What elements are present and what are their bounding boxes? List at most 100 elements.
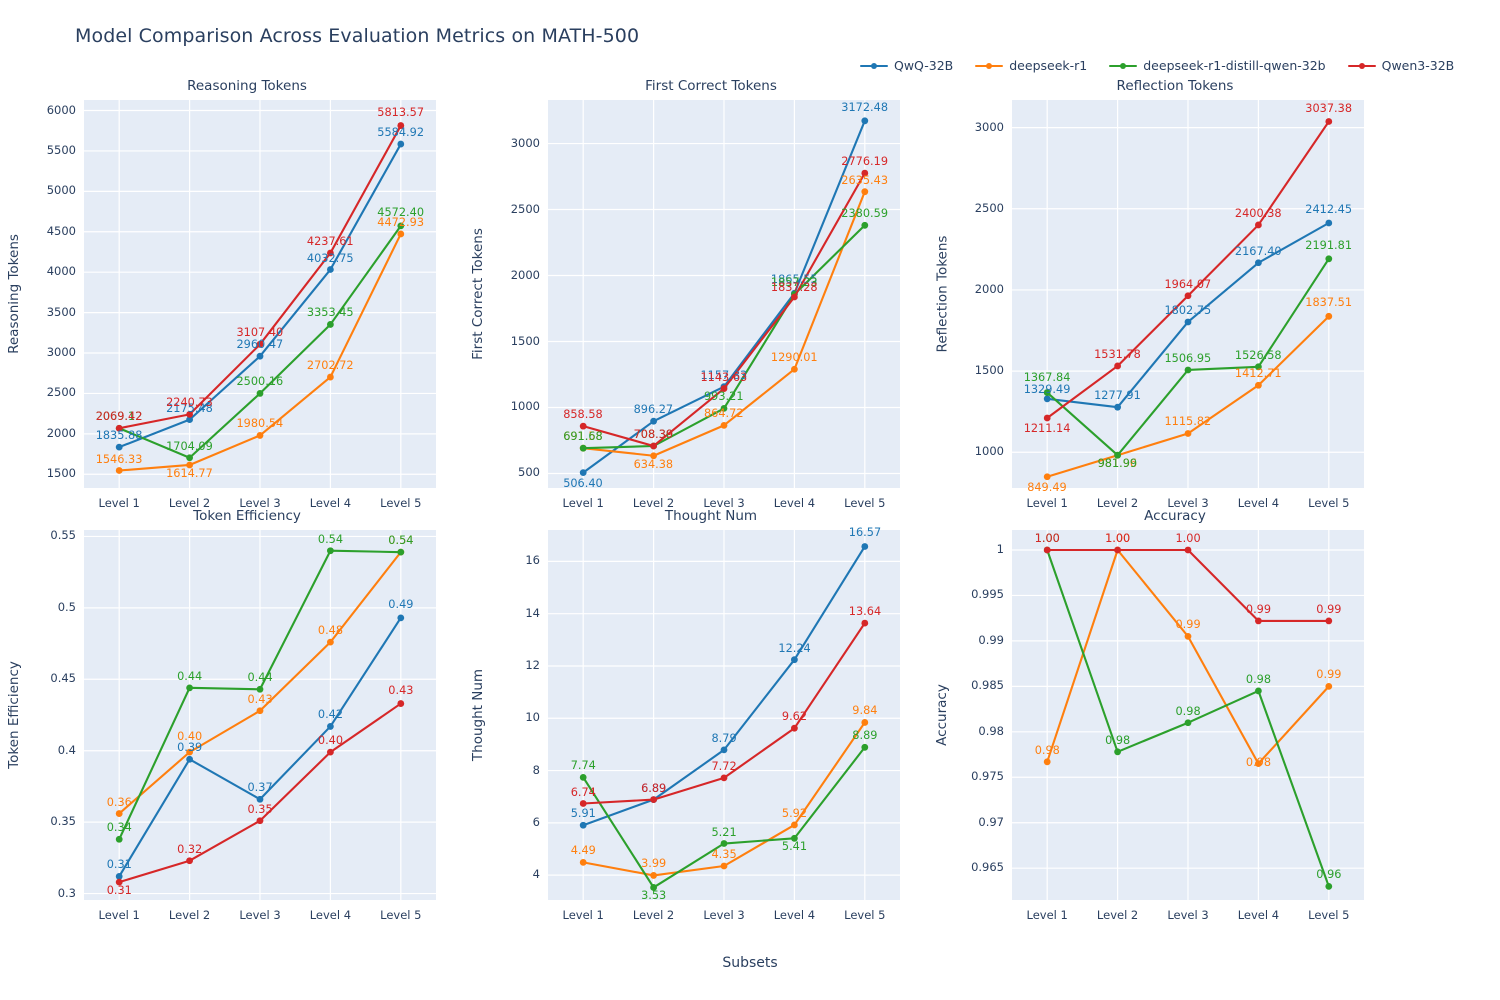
data-point[interactable] [579,800,587,807]
data-point[interactable] [256,352,264,360]
data-point[interactable] [115,467,123,474]
data-point[interactable] [1184,292,1192,300]
data-point[interactable] [327,266,334,273]
data-point[interactable] [579,773,587,781]
data-point[interactable] [1184,366,1192,374]
data-point[interactable] [579,858,587,866]
data-point[interactable] [861,619,869,627]
data-point[interactable] [1043,546,1051,554]
data-point[interactable] [1255,363,1262,371]
data-point[interactable] [1043,473,1051,481]
data-point[interactable] [720,840,728,847]
data-point[interactable] [186,416,194,424]
data-point[interactable] [115,873,123,880]
legend-item-deepseek-r1[interactable]: deepseek-r1 [975,58,1087,73]
data-point[interactable] [720,746,728,754]
data-point[interactable] [256,340,264,348]
data-point[interactable] [397,222,405,230]
data-point[interactable] [397,614,405,622]
data-point[interactable] [327,723,334,730]
data-point[interactable] [1043,389,1051,396]
legend-item-deepseek-r1-distill-qwen-32b[interactable]: deepseek-r1-distill-qwen-32b [1109,58,1326,73]
data-point[interactable] [186,755,194,763]
data-point[interactable] [1255,259,1262,267]
data-point[interactable] [579,422,587,430]
data-point[interactable] [1114,362,1121,370]
data-point[interactable] [397,700,405,707]
data-point[interactable] [861,743,869,751]
data-point[interactable] [256,390,264,397]
data-point[interactable] [791,656,798,664]
data-point[interactable] [327,638,334,646]
legend-item-qwq-32b[interactable]: QwQ-32B [860,58,953,73]
data-point[interactable] [579,444,587,452]
data-point[interactable] [186,410,194,418]
legend-item-qwen3-32b[interactable]: Qwen3-32B [1347,58,1454,73]
data-point[interactable] [327,321,334,328]
data-point[interactable] [115,835,123,843]
data-point[interactable] [256,795,264,803]
data-point[interactable] [256,685,264,693]
data-point[interactable] [720,862,728,870]
data-point[interactable] [327,373,334,381]
data-point[interactable] [327,547,334,555]
data-point[interactable] [650,442,657,450]
data-point[interactable] [397,122,405,129]
data-point[interactable] [791,724,798,732]
data-point[interactable] [186,748,194,756]
data-point[interactable] [579,821,587,829]
data-point[interactable] [1255,381,1262,389]
data-point[interactable] [1184,719,1192,727]
data-point[interactable] [256,707,264,715]
data-point[interactable] [327,249,334,257]
data-point[interactable] [861,221,869,229]
data-point[interactable] [791,821,798,829]
data-point[interactable] [861,117,869,125]
data-point[interactable] [650,417,657,425]
data-point[interactable] [186,461,194,469]
data-point[interactable] [791,293,798,301]
data-point[interactable] [1325,255,1333,263]
data-point[interactable] [861,169,869,177]
data-point[interactable] [397,230,405,238]
data-point[interactable] [791,834,798,842]
data-point[interactable] [1184,632,1192,640]
data-point[interactable] [861,543,869,550]
data-point[interactable] [115,878,123,886]
data-point[interactable] [791,365,798,373]
data-point[interactable] [1325,219,1333,227]
data-point[interactable] [720,421,728,429]
data-point[interactable] [861,188,869,196]
data-point[interactable] [1043,395,1051,403]
data-point[interactable] [256,432,264,439]
data-point[interactable] [1325,882,1333,890]
data-point[interactable] [397,548,405,556]
data-point[interactable] [1255,687,1262,695]
data-point[interactable] [1184,546,1192,554]
data-point[interactable] [1114,451,1121,459]
data-point[interactable] [1325,617,1333,625]
data-point[interactable] [720,774,728,782]
data-point[interactable] [397,140,405,148]
data-point[interactable] [579,469,587,477]
data-point[interactable] [1184,430,1192,437]
data-point[interactable] [1255,617,1262,625]
data-point[interactable] [720,404,728,412]
data-point[interactable] [115,424,123,432]
data-point[interactable] [1043,758,1051,766]
data-point[interactable] [186,454,194,462]
data-point[interactable] [650,884,657,891]
data-point[interactable] [1325,118,1333,125]
data-point[interactable] [327,748,334,756]
data-point[interactable] [1325,312,1333,320]
data-point[interactable] [1043,414,1051,422]
data-point[interactable] [861,719,869,726]
data-point[interactable] [720,385,728,392]
data-point[interactable] [1114,403,1121,411]
data-point[interactable] [1255,221,1262,229]
data-point[interactable] [186,684,194,692]
data-point[interactable] [115,810,123,817]
data-point[interactable] [650,872,657,879]
data-point[interactable] [115,443,123,451]
data-point[interactable] [256,817,264,825]
